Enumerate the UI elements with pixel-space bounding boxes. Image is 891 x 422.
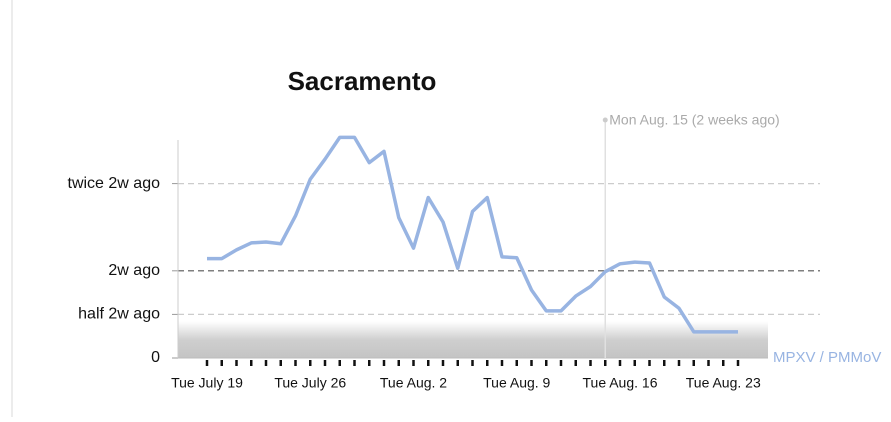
y-tick-label: twice 2w ago: [68, 175, 161, 192]
y-tick-label: half 2w ago: [78, 306, 160, 323]
x-tick-label: Tue July 26: [274, 375, 346, 391]
y-tick-label: 0: [151, 349, 160, 366]
x-tick-label: Tue Aug. 9: [483, 375, 550, 391]
x-tick-label: Tue Aug. 2: [380, 375, 447, 391]
shaded-band: [178, 321, 768, 358]
x-tick-label: Tue July 19: [171, 375, 243, 391]
annotation-label: Mon Aug. 15 (2 weeks ago): [609, 112, 779, 128]
data-line: [207, 135, 738, 334]
chart-title: Sacramento: [288, 66, 437, 96]
series-label: MPXV / PMMoV: [773, 349, 881, 366]
x-tick-label: Tue Aug. 16: [583, 375, 658, 391]
annotation-dot: [602, 117, 608, 123]
y-tick-label: 2w ago: [108, 262, 160, 279]
x-tick-label: Tue Aug. 23: [686, 375, 761, 391]
